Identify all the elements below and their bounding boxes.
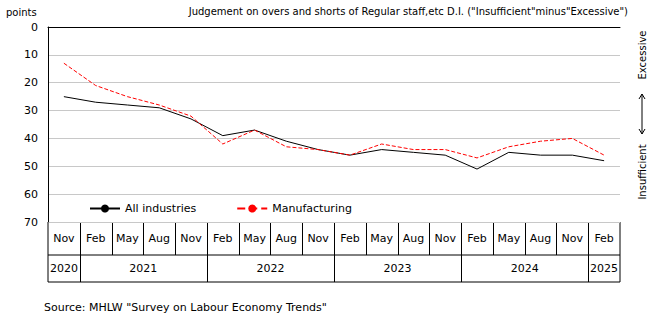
svg-text:2024: 2024 <box>511 262 539 275</box>
svg-text:Nov: Nov <box>562 232 584 245</box>
svg-text:Excessive: Excessive <box>637 31 648 80</box>
svg-text:Judgement on overs and shorts: Judgement on overs and shorts of Regular… <box>188 6 628 17</box>
svg-text:Aug: Aug <box>276 232 297 245</box>
svg-text:60: 60 <box>24 188 38 201</box>
svg-text:2025: 2025 <box>590 262 618 275</box>
svg-text:Source: MHLW "Survey on Labour: Source: MHLW "Survey on Labour Economy T… <box>44 301 327 314</box>
svg-text:points: points <box>6 7 37 18</box>
svg-text:May: May <box>116 232 139 245</box>
svg-text:All industries: All industries <box>125 202 197 215</box>
svg-text:Feb: Feb <box>213 232 232 245</box>
svg-text:Aug: Aug <box>148 232 169 245</box>
svg-text:50: 50 <box>24 160 38 173</box>
svg-text:30: 30 <box>24 104 38 117</box>
svg-text:Manufacturing: Manufacturing <box>272 202 352 215</box>
svg-text:Aug: Aug <box>403 232 424 245</box>
svg-text:Feb: Feb <box>594 232 613 245</box>
svg-text:40: 40 <box>24 132 38 145</box>
svg-text:May: May <box>370 232 393 245</box>
svg-text:Feb: Feb <box>86 232 105 245</box>
svg-text:0: 0 <box>31 21 38 34</box>
svg-text:Feb: Feb <box>340 232 359 245</box>
svg-text:Nov: Nov <box>307 232 329 245</box>
svg-text:2023: 2023 <box>384 262 412 275</box>
svg-text:Insufficient: Insufficient <box>637 144 648 199</box>
svg-text:20: 20 <box>24 76 38 89</box>
svg-text:May: May <box>243 232 266 245</box>
svg-text:10: 10 <box>24 48 38 61</box>
svg-text:Nov: Nov <box>434 232 456 245</box>
svg-text:2021: 2021 <box>129 262 157 275</box>
svg-text:70: 70 <box>24 216 38 229</box>
svg-text:Nov: Nov <box>53 232 75 245</box>
svg-text:2022: 2022 <box>256 262 284 275</box>
svg-text:May: May <box>497 232 520 245</box>
svg-text:2020: 2020 <box>50 262 78 275</box>
svg-text:Feb: Feb <box>467 232 486 245</box>
svg-text:Nov: Nov <box>180 232 202 245</box>
svg-text:Aug: Aug <box>530 232 551 245</box>
